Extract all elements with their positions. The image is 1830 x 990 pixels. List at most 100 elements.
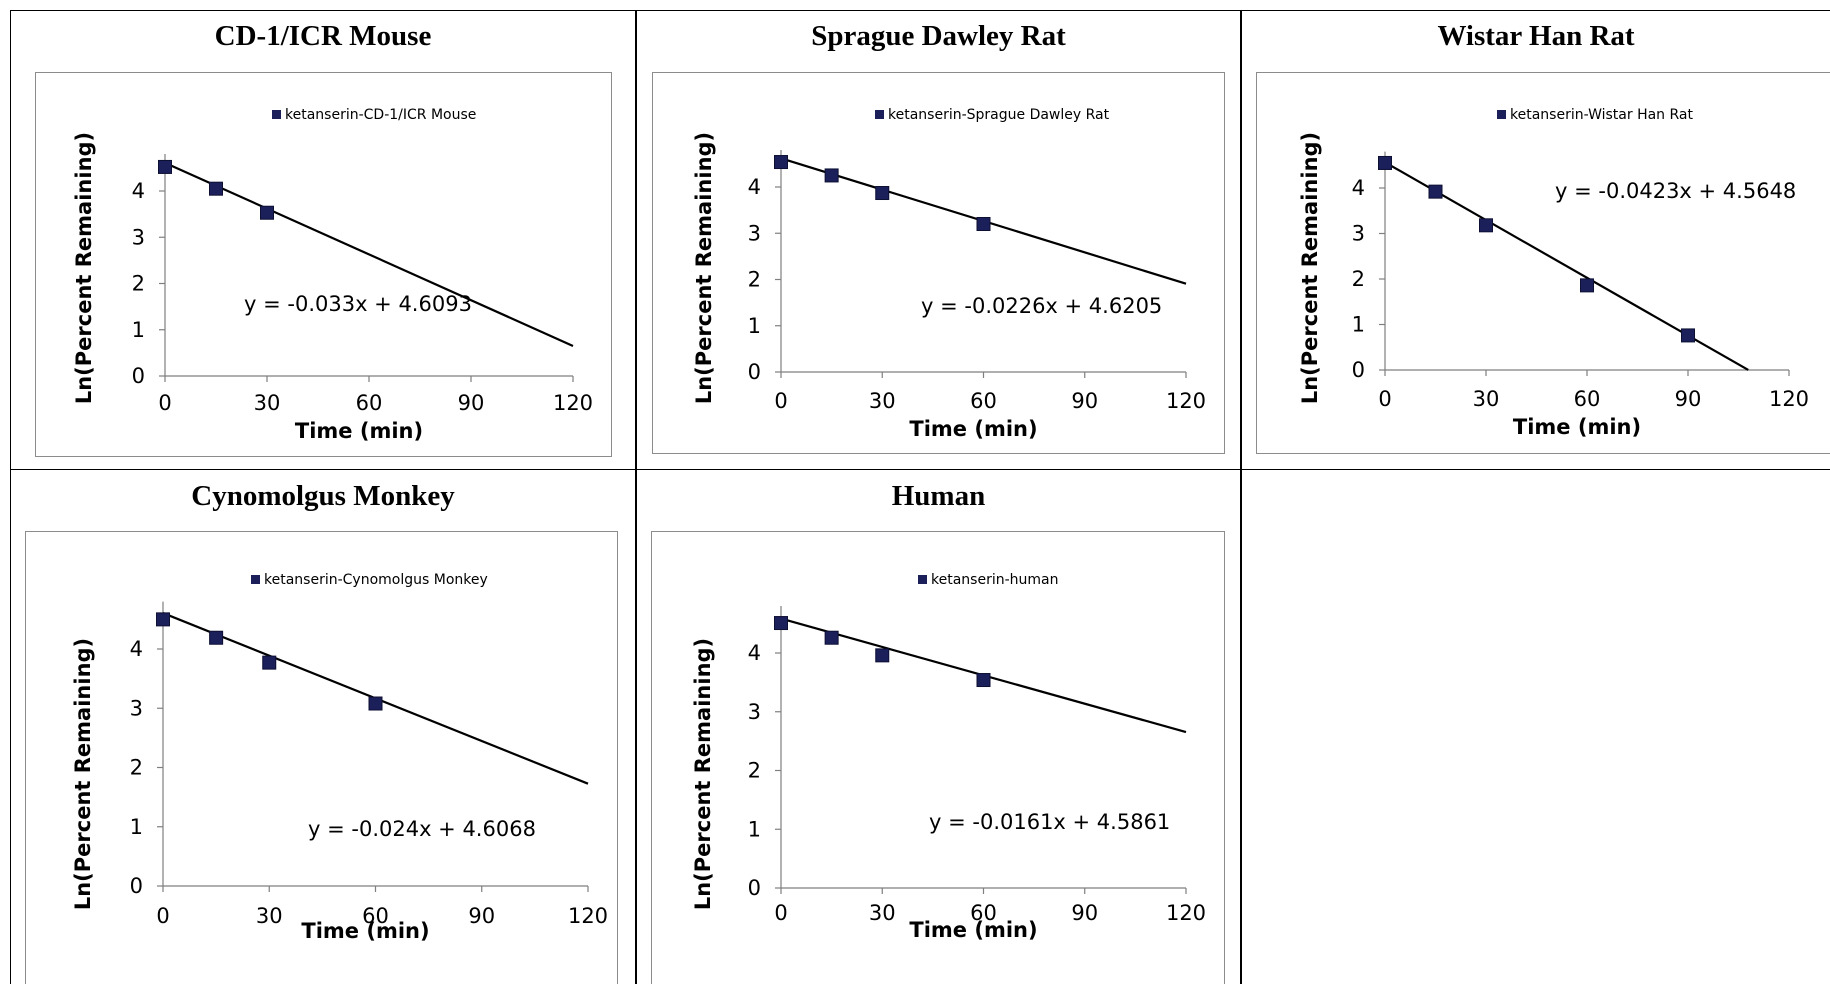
data-point [260, 205, 274, 220]
y-axis-title: Ln(Percent Remaining) [692, 132, 716, 404]
y-tick-label: 1 [132, 318, 145, 342]
x-tick-label: 120 [553, 391, 593, 415]
legend-marker [918, 575, 927, 584]
y-tick-label: 2 [748, 759, 761, 783]
trendline [164, 161, 574, 347]
y-tick-label: 3 [1352, 222, 1365, 246]
data-point [1479, 218, 1493, 233]
x-tick-label: 90 [468, 904, 495, 928]
legend-label: ketanserin-CD-1/ICR Mouse [285, 107, 476, 123]
chart-cynomolgus-monkey: 0 30 60 90 120 0 1 2 3 4 Time (min) Ln(Percent Rema… [71, 572, 608, 943]
y-tick-label: 4 [748, 175, 761, 199]
data-point [976, 217, 991, 231]
data-point [774, 155, 788, 170]
data-point [1681, 328, 1695, 343]
x-axis-title: Time (min) [1513, 415, 1641, 439]
x-tick-label: 90 [458, 391, 485, 415]
cell-sd-rat: Sprague Dawley Rat 0 30 60 90 120 0 1 2 3 4 Time (… [636, 10, 1241, 470]
chart-mouse: 0 30 60 90 120 0 1 2 3 4 Time (min) Ln(Percent Rema… [72, 107, 593, 443]
data-point [209, 630, 224, 645]
x-tick-label: 90 [1071, 389, 1098, 413]
x-axis-title: Time (min) [909, 918, 1037, 942]
y-tick-label: 3 [132, 225, 145, 249]
cell-title: Human [636, 470, 1241, 523]
data-point [976, 673, 991, 688]
x-axis-title: Time (min) [295, 419, 423, 443]
x-tick-label: 90 [1675, 387, 1702, 411]
x-tick-label: 60 [970, 389, 997, 413]
cell-title: Wistar Han Rat [1241, 10, 1830, 63]
y-tick-label: 0 [130, 874, 143, 898]
cell-title: Sprague Dawley Rat [636, 10, 1241, 63]
data-point [875, 648, 890, 663]
x-tick-label: 0 [156, 904, 169, 928]
y-tick-label: 0 [748, 360, 761, 384]
chart-frame: 0 30 60 90 120 0 1 2 3 4 Time (min) Ln(Percent Rema… [35, 72, 612, 457]
cell-body: 0 30 60 90 120 0 1 2 3 4 Time (min) Ln(Percent Rema… [10, 522, 636, 984]
x-tick-label: 60 [970, 901, 997, 925]
trendline-equation: y = -0.0226x + 4.6205 [921, 294, 1162, 318]
trendline-equation: y = -0.0423x + 4.5648 [1555, 179, 1796, 203]
data-point [262, 655, 277, 670]
y-tick-label: 1 [130, 815, 143, 839]
y-tick-label: 1 [1352, 313, 1365, 337]
trendline-equation: y = -0.033x + 4.6093 [244, 292, 472, 316]
data-point [156, 612, 170, 627]
x-tick-label: 0 [158, 391, 171, 415]
y-tick-label: 3 [130, 696, 143, 720]
y-tick-label: 2 [1352, 267, 1365, 291]
legend-label: ketanserin-Sprague Dawley Rat [888, 107, 1110, 123]
cell-title: CD-1/ICR Mouse [10, 10, 636, 63]
data-point [774, 616, 788, 631]
data-point [209, 181, 223, 196]
x-tick-label: 120 [1769, 387, 1809, 411]
y-tick-label: 1 [748, 314, 761, 338]
x-tick-label: 0 [774, 901, 787, 925]
x-tick-label: 0 [774, 389, 787, 413]
y-tick-label: 0 [1352, 358, 1365, 382]
y-tick-label: 0 [132, 364, 145, 388]
trendline-equation: y = -0.024x + 4.6068 [308, 817, 536, 841]
y-axis-title: Ln(Percent Remaining) [72, 132, 96, 404]
cell-body: 0 30 60 90 120 0 1 2 3 4 Time (min) Ln(Percent Rema… [10, 62, 636, 470]
cell-title: Cynomolgus Monkey [10, 470, 636, 523]
x-tick-label: 60 [1574, 387, 1601, 411]
x-tick-label: 120 [568, 904, 608, 928]
x-tick-label: 0 [1378, 387, 1391, 411]
data-point [1580, 278, 1594, 293]
x-tick-label: 30 [869, 901, 896, 925]
data-point [824, 630, 839, 645]
cell-human: Human 0 30 60 90 120 0 1 2 3 4 Time (min) Ln(Percen… [636, 470, 1241, 984]
data-point [1428, 184, 1443, 199]
y-tick-label: 2 [748, 268, 761, 292]
cell-empty [1241, 470, 1830, 984]
y-axis-title: Ln(Percent Remaining) [1298, 132, 1322, 404]
y-tick-label: 2 [130, 756, 143, 780]
x-axis-title: Time (min) [301, 919, 429, 943]
legend-label: ketanserin-human [931, 572, 1058, 588]
x-tick-label: 90 [1071, 901, 1098, 925]
x-tick-label: 30 [869, 389, 896, 413]
cell-monkey: Cynomolgus Monkey 0 30 60 90 120 0 1 2 3 4 Time (m… [10, 470, 636, 984]
x-tick-label: 30 [1473, 387, 1500, 411]
data-point [824, 168, 839, 183]
trendline-equation: y = -0.0161x + 4.5861 [929, 810, 1170, 834]
cell-wistar-rat: Wistar Han Rat 0 30 60 90 120 0 1 2 3 4 Time (min)… [1241, 10, 1830, 470]
chart-sprague-dawley-rat: 0 30 60 90 120 0 1 2 3 4 Time (min) Ln(Percent Rema… [692, 107, 1206, 441]
y-tick-label: 4 [1352, 176, 1365, 200]
x-axis-title: Time (min) [909, 417, 1037, 441]
empty-body [1241, 522, 1830, 984]
empty-header [1241, 470, 1830, 523]
y-tick-label: 3 [748, 221, 761, 245]
chart-frame: 0 30 60 90 120 0 1 2 3 4 Time (min) Ln(Percent Rema… [651, 531, 1225, 984]
x-tick-label: 60 [362, 904, 389, 928]
x-tick-label: 120 [1166, 389, 1206, 413]
species-chart-table: CD-1/ICR Mouse 0 30 60 90 120 0 1 2 3 4 Time (min)… [10, 10, 1830, 984]
x-tick-label: 60 [356, 391, 383, 415]
chart-human: 0 30 60 90 120 0 1 2 3 4 Time (min) Ln(Percent Rema… [691, 572, 1206, 942]
legend-label: ketanserin-Cynomolgus Monkey [264, 572, 488, 588]
y-tick-label: 0 [748, 876, 761, 900]
y-tick-label: 4 [748, 641, 761, 665]
data-point [158, 159, 172, 174]
y-axis-title: Ln(Percent Remaining) [691, 638, 715, 910]
